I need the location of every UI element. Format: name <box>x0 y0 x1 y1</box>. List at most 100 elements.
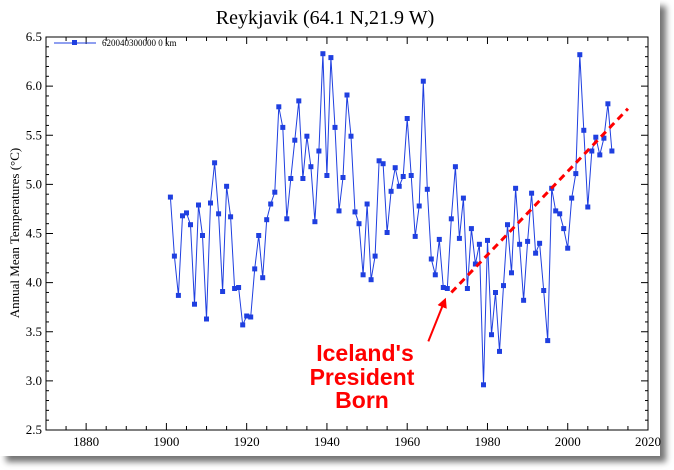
data-point <box>400 174 406 179</box>
data-point <box>175 292 181 298</box>
data-point <box>292 137 298 143</box>
data-point <box>324 173 330 178</box>
x-tick-label: 1880 <box>73 434 99 449</box>
data-point <box>537 240 543 246</box>
data-point <box>328 55 334 61</box>
y-tick-label: 5.5 <box>26 127 42 142</box>
series-line <box>169 53 613 385</box>
data-point <box>424 186 430 192</box>
data-point <box>276 104 282 110</box>
data-point <box>228 214 234 220</box>
legend-marker <box>72 40 77 45</box>
data-point <box>232 286 238 291</box>
data-point <box>312 219 318 225</box>
data-point <box>452 164 458 170</box>
y-tick-label: 2.5 <box>26 422 42 437</box>
data-point <box>585 204 591 210</box>
data-point <box>521 297 527 303</box>
data-point <box>288 176 294 181</box>
data-point <box>412 233 418 239</box>
x-tick-label: 1960 <box>394 434 420 449</box>
data-point <box>264 217 270 223</box>
data-point <box>513 185 519 191</box>
y-tick-label: 6.5 <box>26 29 42 44</box>
data-point <box>565 245 571 251</box>
data-point <box>404 116 410 121</box>
x-axis: 1880 1900 1920 1940 1960 1980 2000 2020 <box>45 37 661 449</box>
data-point <box>509 270 514 276</box>
x-tick-label: 1980 <box>474 434 500 449</box>
x-tick-label: 1920 <box>234 434 260 449</box>
y-tick-label: 3.5 <box>26 324 42 339</box>
data-point <box>553 208 559 214</box>
data-point <box>344 92 350 98</box>
y-tick-label: 4.5 <box>26 226 42 241</box>
annotation: Iceland's President Born <box>310 297 447 413</box>
data-point <box>501 283 506 289</box>
data-point <box>444 286 450 291</box>
data-point <box>428 256 434 262</box>
y-axis: 2.5 3.0 3.5 4.0 4.5 5.0 5.5 6.0 6.5 <box>26 29 648 437</box>
chart-title: Reykjavik (64.1 N,21.9 W) <box>216 7 435 29</box>
data-point <box>248 314 254 320</box>
data-point <box>280 124 286 130</box>
y-axis-label: Annual Mean Temperatures (°C) <box>7 148 22 318</box>
data-point <box>436 236 442 242</box>
annotation-arrow <box>427 297 447 342</box>
data-point <box>517 241 523 247</box>
data-point <box>268 201 274 207</box>
data-point <box>364 201 370 207</box>
data-point <box>605 101 611 107</box>
y-tick-label: 4.0 <box>26 275 42 290</box>
data-point <box>224 183 230 189</box>
annotation-line-2: President <box>310 364 415 390</box>
data-point <box>244 313 250 319</box>
data-point <box>493 290 498 295</box>
data-point <box>171 253 177 259</box>
data-point <box>448 216 454 222</box>
data-point <box>545 338 551 344</box>
trend-line <box>450 107 630 294</box>
data-point <box>216 211 222 217</box>
data-point <box>601 135 607 141</box>
data-point <box>236 285 242 290</box>
x-tick-label: 1900 <box>153 434 179 449</box>
data-point <box>384 230 390 235</box>
data-point <box>284 216 290 222</box>
data-point <box>569 195 575 201</box>
x-tick-label: 2000 <box>555 434 581 449</box>
data-point <box>332 124 338 130</box>
data-point <box>476 241 482 247</box>
data-point <box>597 152 603 158</box>
data-point <box>416 203 422 209</box>
data-point <box>356 221 362 227</box>
data-point <box>464 286 470 291</box>
data-point <box>489 332 494 338</box>
data-point <box>252 266 258 272</box>
data-point <box>533 250 539 256</box>
data-point <box>593 134 599 140</box>
data-point <box>200 233 205 238</box>
data-point <box>340 175 346 180</box>
data-point <box>360 272 366 278</box>
y-tick-label: 6.0 <box>26 78 42 93</box>
y-tick-label: 5.0 <box>26 176 42 191</box>
data-point <box>525 238 531 244</box>
data-point <box>320 51 326 57</box>
data-point <box>180 213 185 219</box>
data-point <box>188 222 193 228</box>
series-layer <box>167 51 615 388</box>
data-point <box>392 165 398 171</box>
data-point <box>212 160 218 166</box>
data-point <box>456 235 462 241</box>
data-point <box>609 148 615 154</box>
data-point <box>260 275 266 281</box>
data-point <box>196 202 201 208</box>
data-point <box>348 133 354 139</box>
data-point <box>167 194 173 200</box>
data-point <box>372 253 378 259</box>
data-point <box>376 158 382 164</box>
data-point <box>192 301 197 307</box>
data-point <box>557 211 563 217</box>
data-point <box>208 200 213 206</box>
